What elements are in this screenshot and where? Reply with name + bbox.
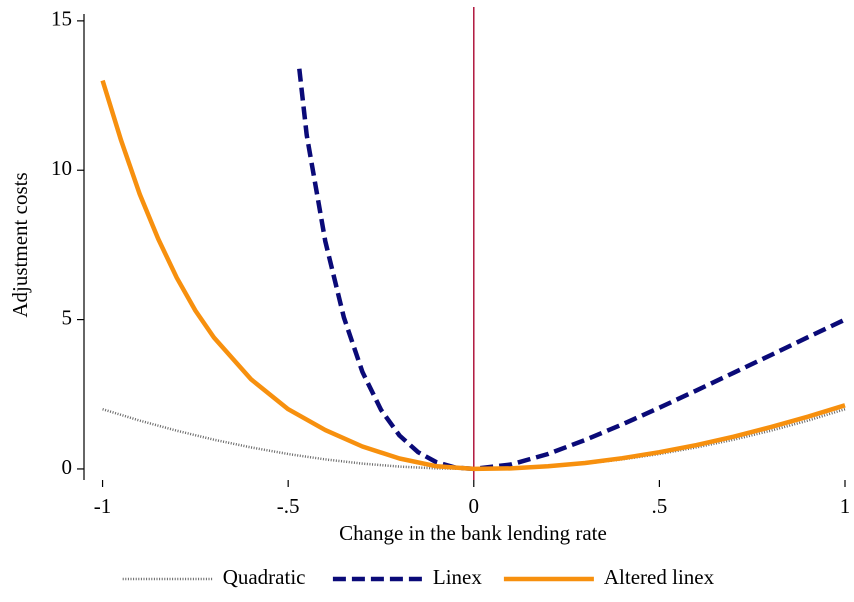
legend-label: Altered linex bbox=[604, 565, 715, 589]
y-axis-label: Adjustment costs bbox=[8, 172, 32, 317]
x-tick-label: 1 bbox=[840, 494, 851, 518]
legend-label: Linex bbox=[433, 565, 482, 589]
x-tick-label: -1 bbox=[94, 494, 112, 518]
x-tick-label: 0 bbox=[469, 494, 480, 518]
y-tick-label: 10 bbox=[51, 156, 72, 180]
series-line bbox=[100, 79, 846, 472]
x-tick-label: .5 bbox=[652, 494, 668, 518]
y-tick-label: 15 bbox=[51, 7, 72, 31]
x-axis-label: Change in the bank lending rate bbox=[339, 521, 607, 545]
y-tick-label: 5 bbox=[62, 305, 73, 329]
x-tick-label: -.5 bbox=[277, 494, 300, 518]
legend-label: Quadratic bbox=[223, 565, 306, 589]
series-line bbox=[297, 68, 846, 472]
y-tick-label: 0 bbox=[62, 455, 73, 479]
